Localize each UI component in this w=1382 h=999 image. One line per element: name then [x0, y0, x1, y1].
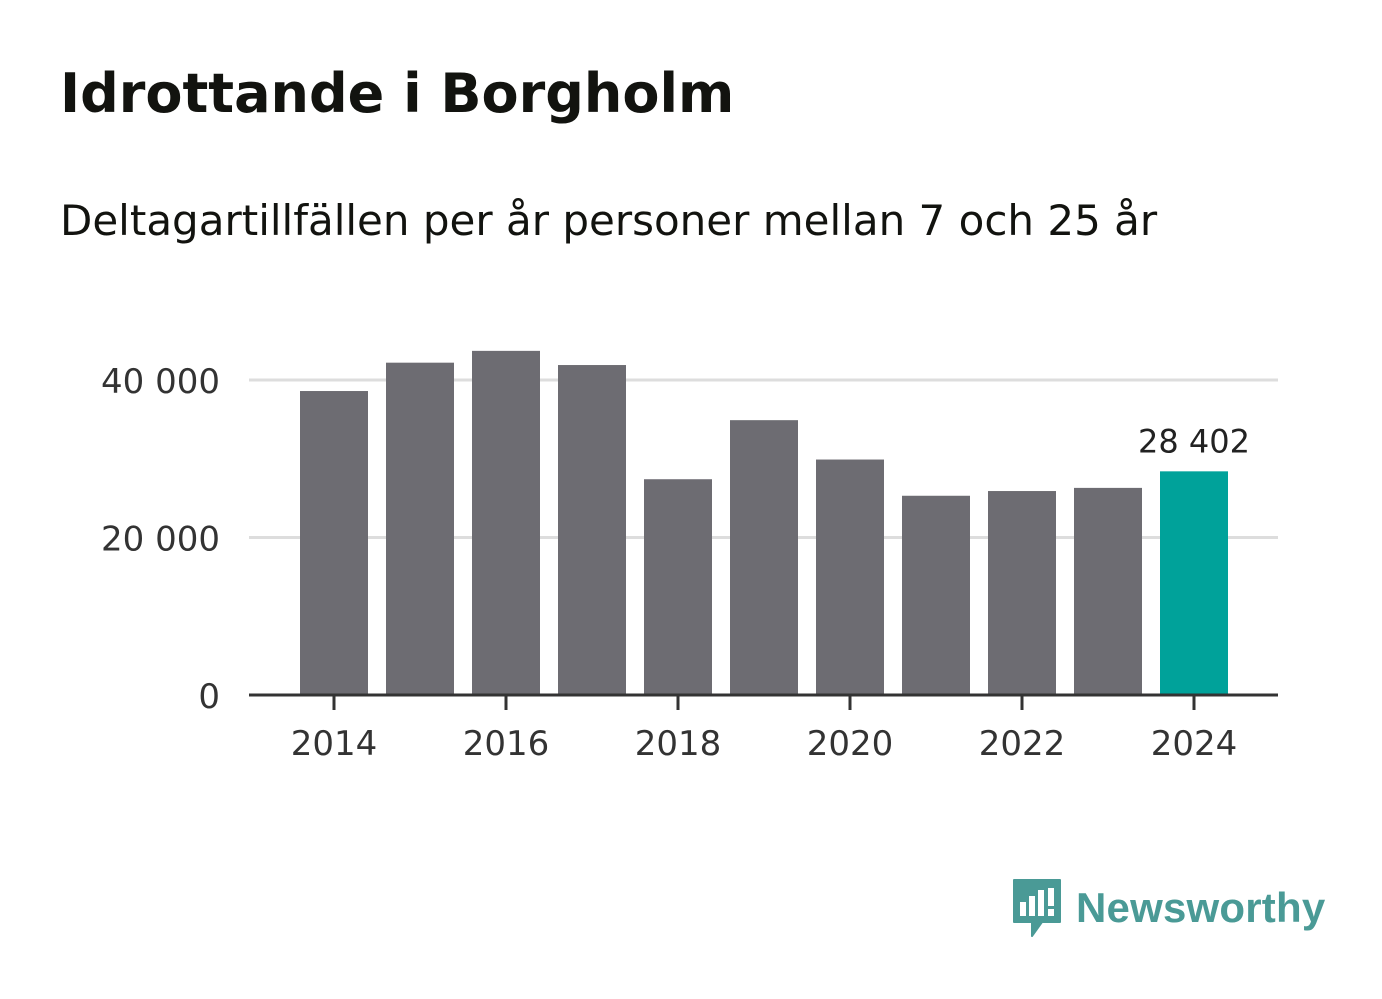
x-tick-label: 2014	[291, 724, 378, 764]
chart-subtitle: Deltagartillfällen per år personer mella…	[60, 196, 1158, 245]
bar-2014[interactable]	[300, 391, 368, 695]
y-tick-label: 0	[198, 677, 220, 717]
bars	[300, 350, 1228, 695]
bar-2022[interactable]	[988, 491, 1056, 695]
x-tick-label: 2018	[635, 724, 722, 764]
data-label-2024: 28 402	[1138, 422, 1250, 460]
bar-2021[interactable]	[902, 495, 970, 695]
x-tick-label: 2016	[463, 724, 550, 764]
newsworthy-logo-icon	[1013, 879, 1061, 937]
brand-name: Newsworthy	[1076, 884, 1326, 931]
bar-2016[interactable]	[472, 350, 540, 695]
bar-2024[interactable]	[1160, 471, 1228, 695]
y-tick-label: 20 000	[101, 520, 220, 560]
bar-2017[interactable]	[558, 365, 626, 695]
bar-2019[interactable]	[730, 420, 798, 695]
x-axis	[249, 693, 1278, 710]
newsworthy-logo[interactable]: Newsworthy	[1010, 876, 1325, 940]
x-tick-label: 2024	[1151, 724, 1238, 764]
y-tick-label: 40 000	[101, 362, 220, 402]
chart-title: Idrottande i Borgholm	[60, 62, 735, 125]
x-tick-label: 2022	[979, 724, 1066, 764]
labels: 0 20 000 40 000 28 402 2014 2016 2018 2020 2022 2…	[101, 362, 1250, 764]
x-tick-label: 2020	[807, 724, 894, 764]
bar-2018[interactable]	[644, 479, 712, 695]
bar-2023[interactable]	[1074, 487, 1142, 695]
bar-2020[interactable]	[816, 459, 884, 695]
bar-2015[interactable]	[386, 362, 454, 695]
